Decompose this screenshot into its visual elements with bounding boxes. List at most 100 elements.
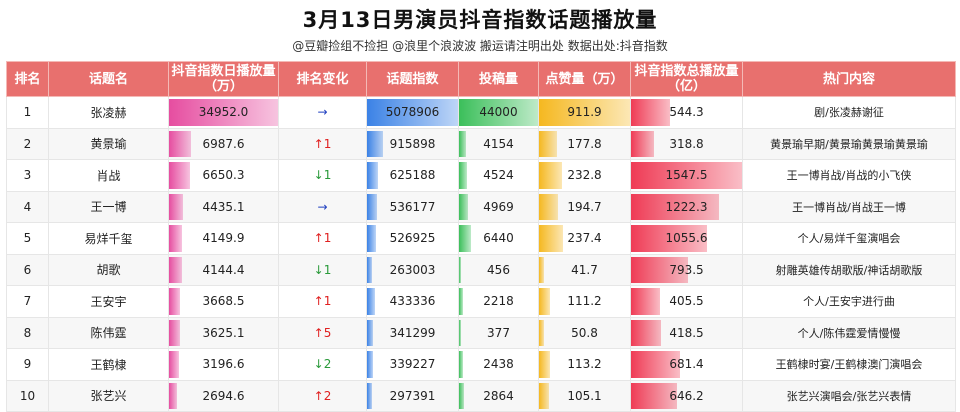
- topic-index-cell-value: 297391: [389, 388, 436, 403]
- posts-cell-bar: [459, 162, 468, 189]
- daily-play-cell-value: 34952.0: [198, 105, 249, 120]
- total-play-cell: 1547.5: [630, 159, 743, 192]
- daily-play-cell: 3625.1: [168, 316, 279, 349]
- total-play-cell: 544.3: [630, 96, 743, 129]
- hot-content-cell: 王一博肖战/肖战的小飞侠: [742, 159, 956, 192]
- topic-name-cell: 张艺兴: [48, 379, 169, 412]
- total-play-cell-value: 544.3: [669, 105, 704, 120]
- topic-index-cell-value: 263003: [389, 262, 436, 277]
- likes-cell-bar: [539, 99, 630, 126]
- topic-index-cell: 433336: [366, 285, 459, 318]
- likes-cell-bar: [539, 225, 563, 252]
- page-subtitle: @豆瓣捡组不捡担 @浪里个浪波波 搬运请注明出处 数据出处:抖音指数: [292, 39, 668, 53]
- header-daily-play: 抖音指数日播放量（万）: [168, 61, 279, 97]
- daily-play-cell-bar: [169, 319, 181, 346]
- posts-cell: 6440: [458, 222, 539, 255]
- rank-cell: 4: [6, 190, 49, 223]
- likes-cell: 113.2: [538, 348, 631, 381]
- rank-change-cell: ↓1: [278, 253, 367, 286]
- daily-play-cell-value: 4144.4: [202, 262, 245, 277]
- posts-cell-bar: [459, 382, 465, 409]
- daily-play-cell-value: 6650.3: [202, 168, 245, 183]
- topic-index-cell: 625188: [366, 159, 459, 192]
- posts-cell-bar: [459, 130, 467, 157]
- topic-index-cell-bar: [367, 288, 375, 315]
- topic-index-cell-bar: [367, 130, 384, 157]
- posts-cell: 2864: [458, 379, 539, 412]
- total-play-cell-value: 1222.3: [665, 199, 708, 214]
- topic-name-cell: 胡歌: [48, 253, 169, 286]
- likes-cell-value: 232.8: [567, 168, 602, 183]
- topic-index-cell-value: 341299: [389, 325, 436, 340]
- topic-index-cell-bar: [367, 99, 458, 126]
- topic-index-cell-value: 915898: [389, 136, 436, 151]
- rank-change-cell: ↓1: [278, 159, 367, 192]
- rank-cell: 10: [6, 379, 49, 412]
- topic-name-cell: 易烊千玺: [48, 222, 169, 255]
- likes-cell-bar: [539, 256, 544, 283]
- posts-cell-value: 4524: [483, 168, 514, 183]
- total-play-cell-value: 681.4: [669, 357, 704, 372]
- likes-cell-value: 194.7: [567, 199, 602, 214]
- table-row: 10 张艺兴 2694.6 ↑2 297391 2864 105.1 646.2 张艺兴演唱会/…: [6, 379, 956, 412]
- daily-play-cell: 4144.4: [168, 253, 279, 286]
- header-topic: 话题名: [48, 61, 169, 97]
- posts-cell-bar: [459, 319, 462, 346]
- total-play-cell: 1055.6: [630, 222, 743, 255]
- topic-index-cell-bar: [367, 351, 374, 378]
- topic-index-cell-value: 536177: [389, 199, 436, 214]
- total-play-cell-bar: [631, 225, 707, 252]
- rank-cell: 6: [6, 253, 49, 286]
- likes-cell: 105.1: [538, 379, 631, 412]
- total-play-cell-value: 1547.5: [665, 168, 708, 183]
- total-play-cell-bar: [631, 130, 654, 157]
- likes-cell: 111.2: [538, 285, 631, 318]
- daily-play-cell-bar: [169, 193, 183, 220]
- likes-cell-bar: [539, 319, 545, 346]
- posts-cell: 4524: [458, 159, 539, 192]
- posts-cell: 4969: [458, 190, 539, 223]
- topic-index-cell-bar: [367, 382, 373, 409]
- table-row: 8 陈伟霆 3625.1 ↑5 341299 377 50.8 418.5 个人/陈伟霆爱情慢慢: [6, 316, 956, 349]
- table-row: 6 胡歌 4144.4 ↓1 263003 456 41.7 793.5 射雕英雄传胡歌版/神话…: [6, 253, 956, 286]
- hot-content-cell: 剧/张凌赫谢征: [742, 96, 956, 129]
- likes-cell-bar: [539, 130, 557, 157]
- likes-cell: 911.9: [538, 96, 631, 129]
- likes-cell-value: 50.8: [571, 325, 598, 340]
- daily-play-cell-bar: [169, 162, 190, 189]
- posts-cell-bar: [459, 225, 471, 252]
- header-hot-content: 热门内容: [742, 61, 956, 97]
- posts-cell-bar: [459, 256, 462, 283]
- rank-change-cell: ↑1: [278, 127, 367, 160]
- posts-cell: 377: [458, 316, 539, 349]
- topic-name-cell: 王一博: [48, 190, 169, 223]
- ranking-table: 排名 话题名 抖音指数日播放量（万） 排名变化 话题指数 投稿量 点赞量（万） …: [6, 61, 956, 412]
- posts-cell-value: 4969: [483, 199, 514, 214]
- posts-cell: 4154: [458, 127, 539, 160]
- topic-index-cell-bar: [367, 225, 377, 252]
- topic-index-cell: 341299: [366, 316, 459, 349]
- topic-index-cell-value: 339227: [389, 357, 436, 372]
- likes-cell-value: 911.9: [567, 105, 602, 120]
- daily-play-cell-bar: [169, 256, 182, 283]
- daily-play-cell: 3196.6: [168, 348, 279, 381]
- total-play-cell: 1222.3: [630, 190, 743, 223]
- topic-index-cell-value: 5078906: [385, 105, 440, 120]
- total-play-cell-value: 405.5: [669, 294, 704, 309]
- daily-play-cell-value: 3668.5: [202, 294, 245, 309]
- total-play-cell-value: 418.5: [669, 325, 704, 340]
- total-play-cell-bar: [631, 99, 671, 126]
- topic-index-cell-value: 526925: [389, 231, 436, 246]
- posts-cell: 456: [458, 253, 539, 286]
- header-rank: 排名: [6, 61, 49, 97]
- rank-cell: 1: [6, 96, 49, 129]
- rank-change-cell: →: [278, 190, 367, 223]
- total-play-cell: 793.5: [630, 253, 743, 286]
- total-play-cell-value: 318.8: [669, 136, 704, 151]
- header-topic-index: 话题指数: [366, 61, 459, 97]
- topic-index-cell: 915898: [366, 127, 459, 160]
- daily-play-cell-bar: [169, 351, 179, 378]
- hot-content-cell: 射雕英雄传胡歌版/神话胡歌版: [742, 253, 956, 286]
- likes-cell-value: 113.2: [567, 357, 602, 372]
- rank-cell: 2: [6, 127, 49, 160]
